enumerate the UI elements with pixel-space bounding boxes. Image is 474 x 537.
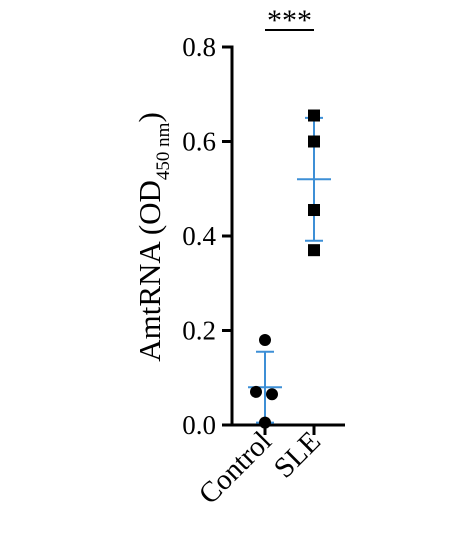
y-axis-label-close: ): [132, 112, 167, 122]
data-points: [250, 109, 320, 429]
error-bars: [248, 116, 331, 424]
y-axis-label-main: AmtRNA (OD: [132, 180, 167, 362]
data-point-control: [266, 388, 278, 401]
axes: [230, 45, 345, 427]
y-tick-label: 0.0: [182, 410, 216, 440]
y-ticks: 0.0 0.2 0.4 0.6 0.8: [182, 32, 232, 440]
y-tick-label: 0.4: [182, 221, 216, 251]
data-point-control: [259, 333, 271, 346]
data-point-control: [250, 385, 262, 398]
y-tick-label: 0.2: [182, 316, 216, 346]
y-tick-label: 0.8: [182, 32, 216, 62]
data-point-sle: [308, 244, 320, 257]
y-tick-label: 0.6: [182, 127, 216, 157]
data-point-sle: [308, 135, 320, 148]
x-tick-label: SLE: [268, 425, 327, 484]
significance-stars: ***: [267, 4, 312, 37]
significance-annotation: ***: [265, 4, 314, 37]
data-point-sle: [308, 204, 320, 217]
data-point-control: [259, 416, 271, 429]
y-axis-label-subscript: 450 nm: [153, 122, 174, 180]
y-axis-label: AmtRNA (OD450 nm): [132, 112, 174, 362]
data-point-sle: [308, 109, 320, 122]
